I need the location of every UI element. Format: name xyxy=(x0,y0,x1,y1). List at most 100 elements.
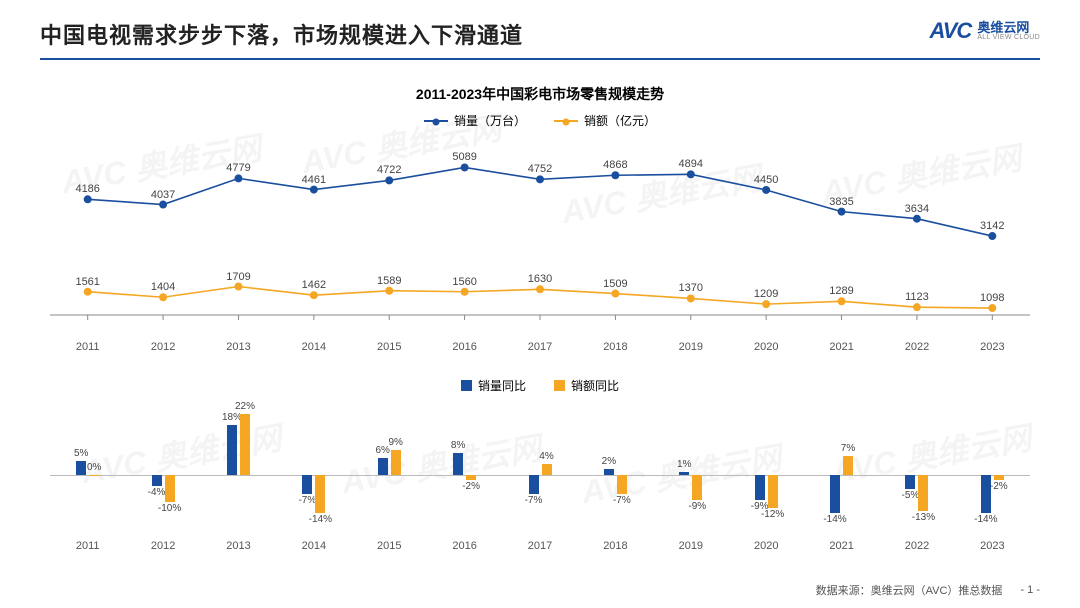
bar-value-label: -5% xyxy=(902,490,920,501)
data-point-label: 5089 xyxy=(452,151,476,163)
data-point-label: 4461 xyxy=(302,174,326,186)
data-point-label: 1561 xyxy=(75,276,99,288)
bar xyxy=(529,475,539,494)
data-point-label: 3634 xyxy=(905,203,929,215)
data-point-label: 4752 xyxy=(528,163,552,175)
bar xyxy=(918,475,928,511)
bar-value-label: 7% xyxy=(841,443,855,454)
line-chart-title: 2011-2023年中国彩电市场零售规模走势 xyxy=(40,84,1040,104)
bar-value-label: -14% xyxy=(974,514,997,525)
bar xyxy=(302,475,312,494)
bar xyxy=(692,475,702,500)
bar xyxy=(89,475,99,476)
x-tick: 2022 xyxy=(879,341,954,353)
x-tick: 2016 xyxy=(427,341,502,353)
bar-value-label: -10% xyxy=(158,503,181,514)
x-tick: 2021 xyxy=(804,341,879,353)
bar-value-label: -14% xyxy=(309,514,332,525)
data-point-label: 1630 xyxy=(528,273,552,285)
bar xyxy=(240,414,250,475)
legend-item: 销额同比 xyxy=(554,377,619,394)
data-point-label: 1560 xyxy=(452,276,476,288)
x-tick: 2019 xyxy=(653,540,728,552)
bar-value-label: -13% xyxy=(912,512,935,523)
data-point-label: 4450 xyxy=(754,174,778,186)
bar xyxy=(76,461,86,475)
data-point-label: 4186 xyxy=(75,183,99,195)
bar-value-label: 4% xyxy=(539,451,553,462)
bar xyxy=(152,475,162,486)
legend-item: 销量同比 xyxy=(461,377,526,394)
footer: 数据来源：奥维云网（AVC）推总数据 - 1 - xyxy=(816,582,1040,598)
data-point-label: 3142 xyxy=(980,220,1004,232)
data-point-label: 1098 xyxy=(980,292,1004,304)
data-point-label: 4037 xyxy=(151,189,175,201)
x-tick: 2017 xyxy=(502,341,577,353)
bar-value-label: 0% xyxy=(87,462,101,473)
bar-value-label: -12% xyxy=(761,509,784,520)
data-point-label: 1289 xyxy=(829,285,853,297)
x-tick: 2014 xyxy=(276,341,351,353)
bar-value-label: 9% xyxy=(388,437,402,448)
bar-value-label: -7% xyxy=(613,495,631,506)
x-tick: 2022 xyxy=(879,540,954,552)
bar xyxy=(466,475,476,481)
x-tick: 2020 xyxy=(729,540,804,552)
bar-value-label: -9% xyxy=(688,501,706,512)
x-tick: 2013 xyxy=(201,540,276,552)
x-tick: 2011 xyxy=(50,540,125,552)
data-point-label: 4868 xyxy=(603,159,627,171)
bar-value-label: 2% xyxy=(602,456,616,467)
bar-value-label: -2% xyxy=(462,481,480,492)
zero-line xyxy=(50,475,1030,476)
data-point-label: 1589 xyxy=(377,275,401,287)
bar-value-label: -7% xyxy=(525,495,543,506)
data-point-label: 1209 xyxy=(754,288,778,300)
data-point-label: 1509 xyxy=(603,278,627,290)
x-tick: 2023 xyxy=(955,341,1030,353)
x-tick: 2016 xyxy=(427,540,502,552)
header: 中国电视需求步步下落，市场规模进入下滑通道 AVC 奥维云网 ALL VIEW … xyxy=(40,18,1040,60)
x-tick: 2012 xyxy=(125,341,200,353)
bar xyxy=(391,450,401,475)
line-chart-xaxis: 2011201220132014201520162017201820192020… xyxy=(50,341,1030,353)
logo-en: ALL VIEW CLOUD xyxy=(977,34,1040,41)
line-chart: 2011201220132014201520162017201820192020… xyxy=(50,135,1030,335)
bar-value-label: -2% xyxy=(990,481,1008,492)
bar xyxy=(453,453,463,475)
x-tick: 2015 xyxy=(352,540,427,552)
x-tick: 2018 xyxy=(578,540,653,552)
bar xyxy=(227,425,237,475)
x-tick: 2013 xyxy=(201,341,276,353)
data-point-label: 1123 xyxy=(905,291,929,303)
bar-value-label: 22% xyxy=(235,401,255,412)
data-point-label: 4779 xyxy=(226,162,250,174)
bar-value-label: 18% xyxy=(222,412,242,423)
x-tick: 2018 xyxy=(578,341,653,353)
bar xyxy=(679,472,689,475)
bar xyxy=(768,475,778,508)
x-tick: 2017 xyxy=(502,540,577,552)
logo-mark: AVC xyxy=(929,18,971,44)
bar xyxy=(315,475,325,514)
x-tick: 2015 xyxy=(352,341,427,353)
bar xyxy=(542,464,552,475)
x-tick: 2020 xyxy=(729,341,804,353)
bar-chart: 2011201220132014201520162017201820192020… xyxy=(50,400,1030,550)
data-point-label: 1404 xyxy=(151,281,175,293)
x-tick: 2014 xyxy=(276,540,351,552)
bar-value-label: -7% xyxy=(298,495,316,506)
bar-chart-legend: 销量同比 销额同比 xyxy=(40,377,1040,394)
bar xyxy=(843,456,853,475)
page-title: 中国电视需求步步下落，市场规模进入下滑通道 xyxy=(40,18,523,50)
legend-item: 销额（亿元） xyxy=(554,112,656,129)
brand-logo: AVC 奥维云网 ALL VIEW CLOUD xyxy=(929,18,1040,44)
legend-item: 销量（万台） xyxy=(424,112,526,129)
bar-chart-xaxis: 2011201220132014201520162017201820192020… xyxy=(50,540,1030,552)
data-point-label: 1462 xyxy=(302,279,326,291)
x-tick: 2011 xyxy=(50,341,125,353)
x-tick: 2023 xyxy=(955,540,1030,552)
data-point-label: 4722 xyxy=(377,164,401,176)
slide-root: AVC 奥维云网 AVC 奥维云网 AVC 奥维云网 AVC 奥维云网 AVC … xyxy=(0,0,1080,608)
bar-value-label: 1% xyxy=(677,459,691,470)
